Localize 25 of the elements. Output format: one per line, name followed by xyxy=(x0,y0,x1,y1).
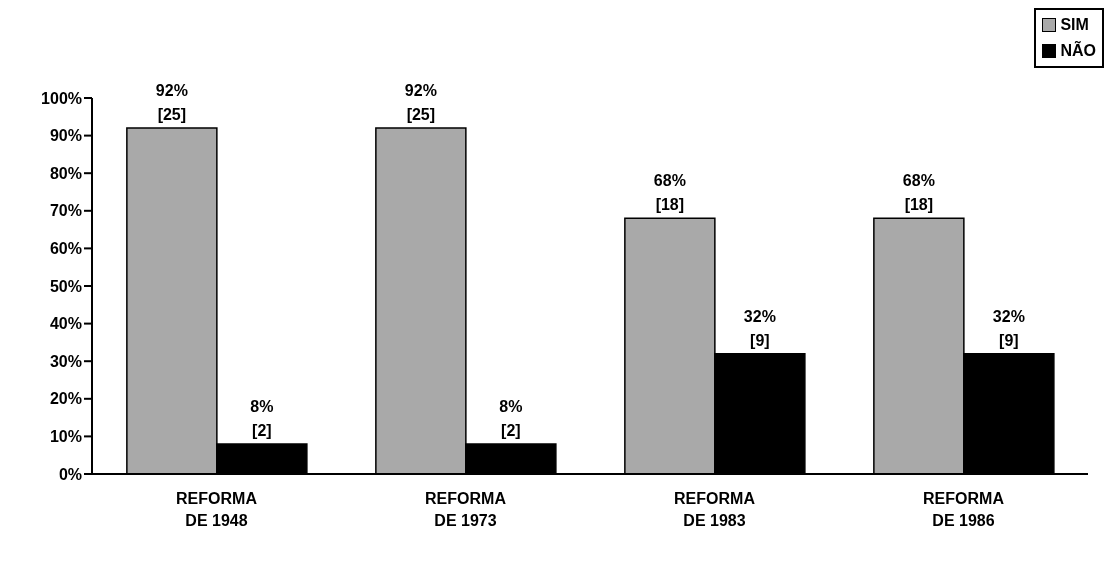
x-tick-label: REFORMA DE 1948 xyxy=(176,490,258,529)
y-tick-label: 90% xyxy=(49,127,82,145)
y-tick-label: 30% xyxy=(49,352,82,370)
data-label: 92% [25] xyxy=(404,82,437,124)
y-tick-label: 20% xyxy=(49,390,82,408)
y-tick-label: 60% xyxy=(49,240,82,258)
data-label: 32% [9] xyxy=(992,307,1025,349)
data-label: 68% [18] xyxy=(653,172,686,214)
y-tick-label: 80% xyxy=(49,164,82,182)
x-tick-label: REFORMA DE 1986 xyxy=(923,490,1005,529)
y-tick-label: 40% xyxy=(49,315,82,333)
data-label: 8% [2] xyxy=(250,397,274,439)
y-tick-label: 50% xyxy=(49,277,82,295)
legend-label: NÃO xyxy=(1060,40,1096,61)
data-label: 92% [25] xyxy=(155,82,188,124)
y-tick-label: 0% xyxy=(58,465,82,483)
data-label: 68% [18] xyxy=(902,172,935,214)
x-tick-label: REFORMA DE 1973 xyxy=(425,490,507,529)
x-tick-label: REFORMA DE 1983 xyxy=(674,490,756,529)
data-label: 32% [9] xyxy=(743,307,776,349)
y-tick-label: 10% xyxy=(49,428,82,446)
y-tick-label: 70% xyxy=(49,202,82,220)
y-tick-label: 100% xyxy=(41,89,82,107)
legend-label: SIM xyxy=(1060,15,1089,35)
data-label: 8% [2] xyxy=(499,397,523,439)
